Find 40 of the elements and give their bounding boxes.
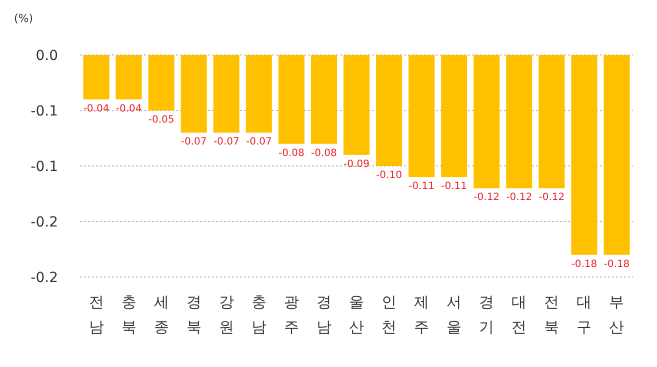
x-tick-label: 인천	[382, 293, 397, 336]
y-tick-label: -0.2	[30, 214, 58, 230]
x-tick-label: 경남	[316, 293, 332, 336]
data-label: -0.05	[148, 114, 174, 126]
y-axis-title: (%)	[14, 12, 34, 25]
data-label: -0.11	[441, 181, 468, 192]
x-tick-label: 서울	[446, 293, 462, 336]
data-label: -0.12	[506, 192, 532, 204]
data-label: -0.07	[246, 136, 272, 148]
y-tick-label: -0.1	[30, 104, 58, 120]
data-label: -0.10	[376, 170, 402, 181]
x-tick-label: 울산	[349, 293, 364, 336]
x-tick-label: 경북	[186, 293, 202, 336]
x-tick-label: 제주	[414, 293, 430, 336]
y-tick-label: -0.1	[30, 159, 58, 175]
x-tick-label: 대전	[512, 293, 527, 336]
x-tick-label: 광주	[284, 293, 299, 336]
x-tick-label: 전북	[544, 293, 560, 336]
x-tick-label: 충남	[251, 293, 266, 336]
data-label: -0.04	[83, 103, 110, 114]
data-label: -0.12	[474, 192, 500, 204]
x-tick-label: 경기	[479, 293, 494, 336]
data-label: -0.08	[278, 148, 304, 159]
x-tick-label: 대구	[576, 293, 592, 336]
data-label: -0.04	[116, 103, 142, 114]
x-tick-label: 충북	[121, 293, 136, 336]
data-label: -0.12	[538, 192, 565, 204]
y-tick-label: 0.0	[36, 48, 58, 64]
x-tick-label: 전남	[88, 293, 104, 336]
x-tick-label: 세종	[154, 293, 169, 336]
x-tick-label: 강원	[218, 293, 234, 336]
data-label: -0.07	[213, 136, 240, 148]
x-tick-label: 부산	[609, 293, 624, 336]
data-label: -0.18	[604, 258, 630, 270]
data-label: -0.08	[311, 148, 337, 159]
data-label: -0.09	[344, 158, 370, 170]
data-label: -0.11	[408, 181, 434, 192]
data-label: -0.07	[180, 136, 207, 148]
data-label: -0.18	[571, 258, 598, 270]
y-tick-label: -0.2	[30, 270, 58, 286]
